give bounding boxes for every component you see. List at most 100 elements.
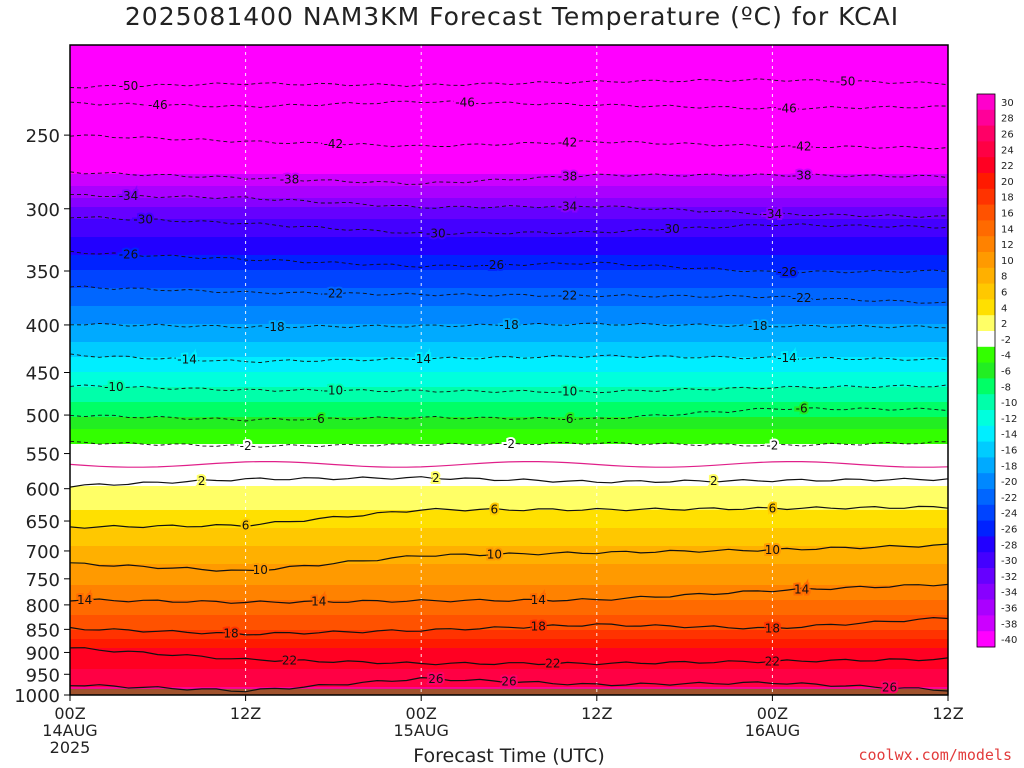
colorbar-label: -30 <box>1001 556 1017 567</box>
contour-label: 26 <box>882 681 897 695</box>
temperature-band <box>70 153 948 157</box>
temperature-band <box>70 156 948 160</box>
temperature-band <box>70 531 948 535</box>
temperature-band <box>70 108 948 112</box>
temperature-band <box>70 612 948 616</box>
temperature-band <box>70 486 948 490</box>
contour-label: 22 <box>765 654 780 668</box>
temperature-band <box>70 594 948 598</box>
colorbar-swatch <box>977 109 995 127</box>
contour-label: -46 <box>455 95 475 109</box>
temperature-band <box>70 210 948 214</box>
contour-label: -42 <box>558 135 578 149</box>
ground-surface <box>70 688 948 695</box>
contour-label: 14 <box>77 593 92 607</box>
temperature-band <box>70 393 948 397</box>
temperature-band <box>70 255 948 259</box>
y-tick-label: 950 <box>26 665 60 686</box>
contour-line <box>70 676 948 693</box>
contour-label: -22 <box>558 288 578 302</box>
temperature-band <box>70 543 948 547</box>
colorbar-label: -34 <box>1001 588 1017 599</box>
temperature-band <box>70 96 948 100</box>
temperature-band <box>70 333 948 337</box>
contour-label: 14 <box>531 593 546 607</box>
colorbar-swatch <box>977 489 995 506</box>
contour-label: -18 <box>748 319 768 333</box>
temperature-band <box>70 522 948 526</box>
contour-label: -18 <box>499 318 519 332</box>
temperature-band <box>70 117 948 121</box>
temperature-band <box>70 294 948 298</box>
temperature-band <box>70 270 948 274</box>
contour-label: -46 <box>148 98 168 112</box>
contour-label: -30 <box>426 226 446 240</box>
y-tick-label: 400 <box>26 316 60 337</box>
colorbar-label: -12 <box>1001 414 1017 425</box>
temperature-band <box>70 462 948 466</box>
colorbar-swatch <box>977 220 995 237</box>
temperature-band <box>70 588 948 592</box>
colorbar-swatch <box>977 141 995 158</box>
contour-label: -22 <box>792 291 812 305</box>
temperature-band <box>70 339 948 343</box>
temperature-band <box>70 99 948 103</box>
y-tick-label: 700 <box>26 542 60 563</box>
temperature-band <box>70 639 948 643</box>
colorbar-label: -6 <box>1001 367 1011 378</box>
contour-label: -38 <box>280 172 300 186</box>
contour-label: 18 <box>765 621 780 635</box>
colorbar-label: -26 <box>1001 525 1017 536</box>
temperature-band <box>70 114 948 118</box>
colorbar-label: -22 <box>1001 493 1017 504</box>
colorbar-swatch <box>977 94 995 111</box>
temperature-band <box>70 351 948 355</box>
temperature-band <box>70 252 948 256</box>
y-tick-label: 800 <box>26 596 60 617</box>
temperature-band <box>70 372 948 376</box>
x-tick-year: 2025 <box>50 738 91 757</box>
temperature-band <box>70 633 948 637</box>
temperature-band <box>70 111 948 115</box>
temperature-band <box>70 663 948 667</box>
temperature-band <box>70 369 948 373</box>
colorbar-swatch <box>977 331 995 348</box>
contour-line <box>70 193 948 218</box>
colorbar-swatch <box>977 520 995 537</box>
temperature-band <box>70 249 948 253</box>
temperature-band <box>70 630 948 634</box>
temperature-band <box>70 147 948 151</box>
contour-label: -30 <box>660 222 680 236</box>
temperature-band <box>70 558 948 562</box>
temperature-band <box>70 390 948 394</box>
contour-label: -6 <box>562 412 574 426</box>
temperature-band <box>70 660 948 664</box>
colorbar-label: 22 <box>1001 161 1014 172</box>
colorbar-swatch <box>977 346 995 364</box>
temperature-band <box>70 234 948 238</box>
colorbar-label: -28 <box>1001 540 1017 551</box>
colorbar-swatch <box>977 173 995 190</box>
temperature-band <box>70 192 948 196</box>
colorbar-label: 26 <box>1001 130 1014 141</box>
y-tick-label: 500 <box>26 406 60 427</box>
temperature-band <box>70 540 948 544</box>
y-tick-label: 900 <box>26 643 60 664</box>
freezing-line <box>70 461 948 468</box>
temperature-band <box>70 642 948 646</box>
temperature-band <box>70 546 948 550</box>
temperature-band <box>70 684 948 688</box>
temperature-band <box>70 177 948 181</box>
temperature-band <box>70 483 948 487</box>
temperature-band <box>70 276 948 280</box>
temperature-band <box>70 348 948 352</box>
temperature-band <box>70 321 948 325</box>
y-tick-label: 300 <box>26 200 60 221</box>
chart-title: 2025081400 NAM3KM Forecast Temperature (… <box>124 2 900 31</box>
contour-line <box>70 476 948 488</box>
temperature-band <box>70 54 948 58</box>
temperature-band <box>70 504 948 508</box>
colorbar-label: 24 <box>1001 145 1014 156</box>
colorbar-label: 6 <box>1001 288 1007 299</box>
temperature-band <box>70 675 948 679</box>
